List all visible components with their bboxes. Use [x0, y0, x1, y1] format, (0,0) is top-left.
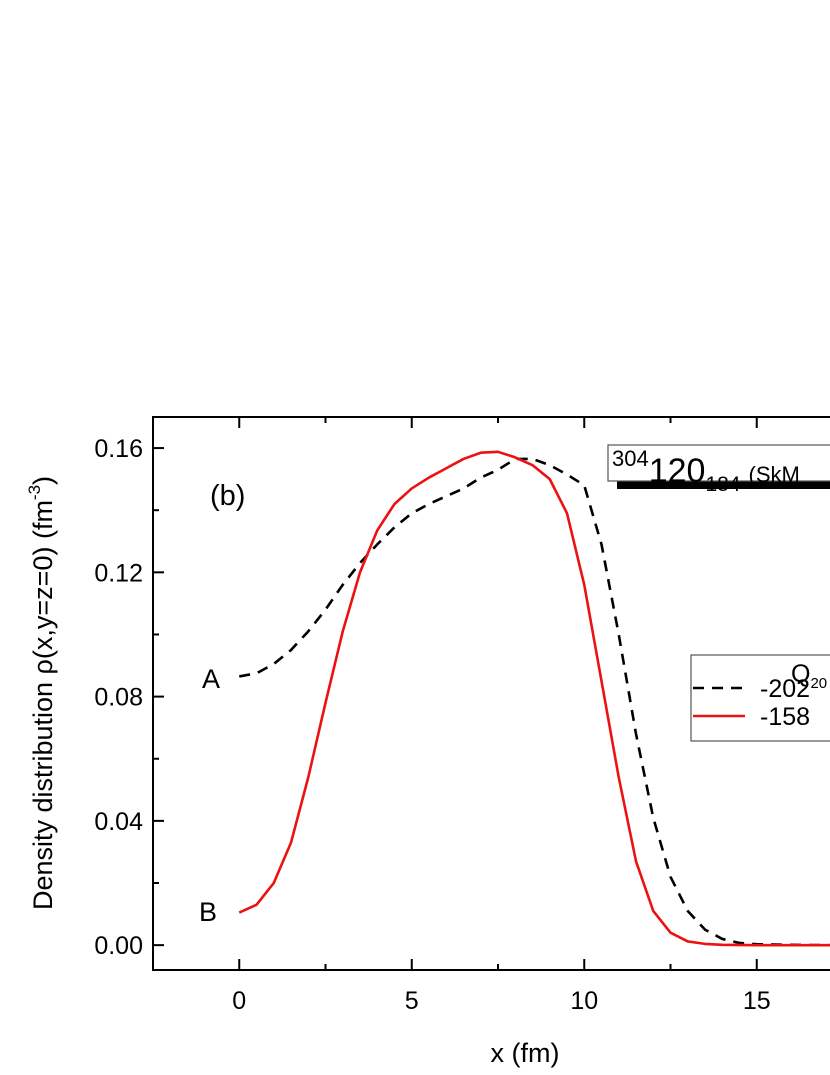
x-tick-label: 0 [232, 987, 246, 1015]
y-tick-label: 0.00 [94, 932, 143, 960]
nucleus-element-number: 120 [649, 452, 706, 490]
series-label-a: A [202, 664, 220, 694]
nucleus-title-box-frame [607, 444, 830, 482]
series-line-b [238, 450, 830, 947]
legend-frame [690, 654, 830, 742]
y-tick-label: 0.04 [94, 808, 143, 836]
series-label-b: B [199, 897, 217, 927]
legend-header-main: Q [791, 660, 810, 688]
nucleus-title-box: 304120184 (SkM [607, 444, 830, 496]
legend-entry-b: -158 [760, 703, 810, 731]
tick-labels: 0 5 10 15 0.00 0.04 0.08 0.12 0.16 [94, 435, 770, 1015]
y-tick-label: 0.08 [94, 684, 143, 712]
panel-label: (b) [210, 480, 245, 512]
series-layer [238, 450, 830, 947]
x-tick-label: 15 [743, 987, 771, 1015]
series-line-a [239, 457, 830, 947]
legend-entry-a: -202 [760, 675, 810, 703]
y-tick-label: 0.12 [94, 559, 143, 587]
x-tick-label: 10 [570, 987, 598, 1015]
legend-header-sub: 20 [810, 675, 827, 692]
nucleus-title: 304120184 (SkM [612, 446, 800, 496]
nucleus-title-box-shadow [617, 480, 830, 489]
y-axis-title-main: Density distribution ρ(x,y=z=0) (fm [28, 500, 58, 910]
y-axis-title-close: ) [28, 476, 58, 485]
nucleus-neutron-number: 184 [705, 473, 740, 496]
legend-header: Q20 [791, 660, 827, 692]
x-axis-title: x (fm) [491, 1038, 560, 1068]
legend: Q20 -202 -158 [690, 654, 830, 742]
y-axis-title-unit-exponent: -3 [25, 485, 44, 500]
nucleus-force-label: (SkM [749, 462, 800, 487]
y-axis-title: Density distribution ρ(x,y=z=0) (fm-3) [25, 476, 58, 910]
plot-frame [152, 416, 830, 971]
y-tick-label: 0.16 [94, 435, 143, 463]
nucleus-mass-number: 304 [612, 446, 649, 471]
x-tick-label: 5 [405, 987, 419, 1015]
